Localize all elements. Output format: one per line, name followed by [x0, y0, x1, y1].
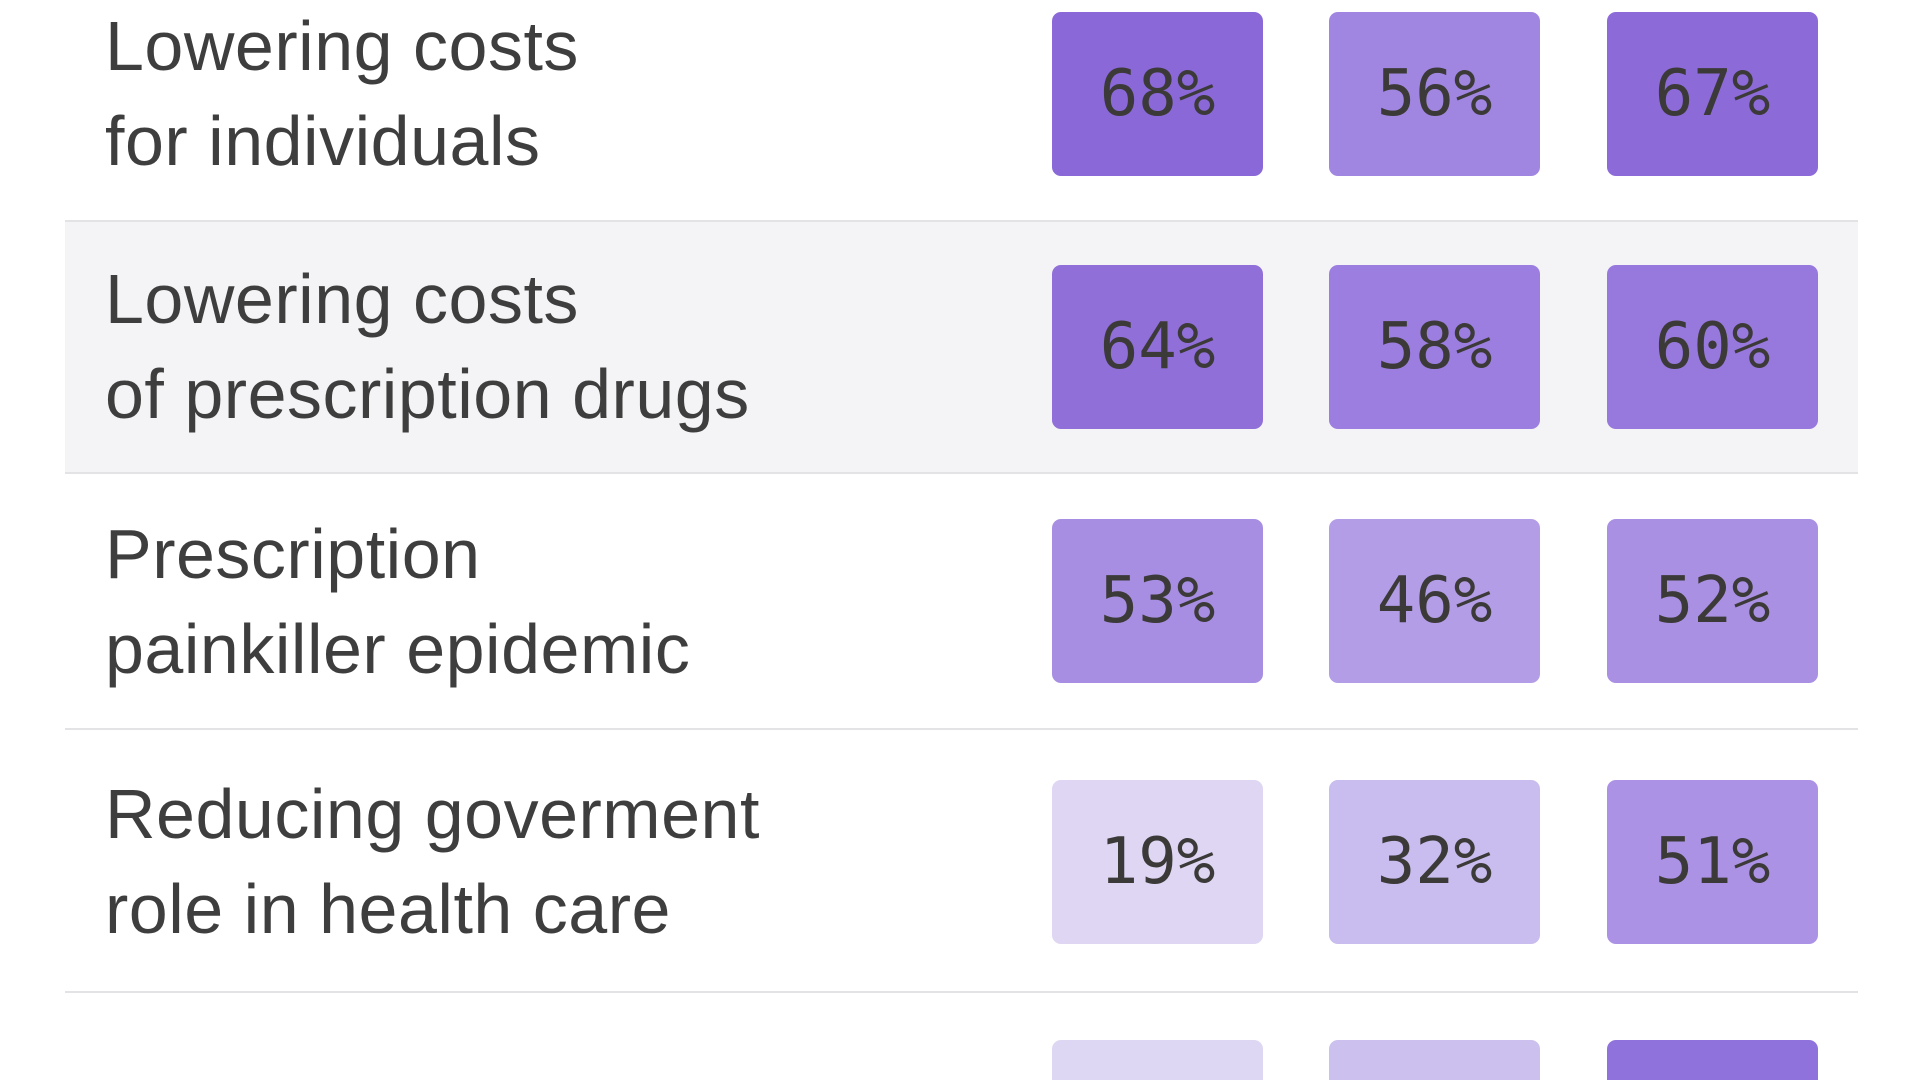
heatmap-cell: 52%	[1607, 519, 1818, 683]
heatmap-cell	[1607, 1040, 1818, 1080]
table-row-highlighted: Lowering costs of prescription drugs 64% …	[0, 220, 1920, 474]
heatmap-cell	[1329, 1040, 1540, 1080]
table-row: Prescription painkiller epidemic 53% 46% …	[0, 474, 1920, 730]
heatmap-cell: 64%	[1052, 265, 1263, 429]
row-label-line2: painkiller epidemic	[105, 610, 691, 688]
heatmap-cell: 67%	[1607, 12, 1818, 176]
row-label-line1: Lowering costs	[105, 260, 579, 338]
heatmap-cell: 51%	[1607, 780, 1818, 944]
heatmap-cell	[1052, 1040, 1263, 1080]
heatmap-cell: 56%	[1329, 12, 1540, 176]
row-label-line2: role in health care	[105, 869, 671, 948]
row-label: Prescription painkiller epidemic	[105, 507, 690, 697]
table-row: Lowering costs for individuals 68% 56% 67…	[0, 0, 1920, 220]
row-label: Lowering costs of prescription drugs	[105, 252, 750, 442]
row-label-line2: of prescription drugs	[105, 355, 750, 433]
table-row-partial	[0, 993, 1920, 1080]
row-separator-line	[65, 728, 1858, 730]
row-label-line1: Reducing goverment	[105, 774, 760, 853]
heatmap-cell: 60%	[1607, 265, 1818, 429]
heatmap-cell: 58%	[1329, 265, 1540, 429]
heatmap-cell: 68%	[1052, 12, 1263, 176]
heatmap-cell: 19%	[1052, 780, 1263, 944]
row-label: Reducing goverment role in health care	[105, 767, 760, 957]
heatmap-cell: 32%	[1329, 780, 1540, 944]
heatmap-cell: 46%	[1329, 519, 1540, 683]
row-highlight-band	[65, 220, 1858, 474]
row-label: Lowering costs for individuals	[105, 0, 579, 189]
row-separator-line	[65, 991, 1858, 993]
row-label-line1: Lowering costs	[105, 6, 579, 85]
table-row: Reducing goverment role in health care 19…	[0, 730, 1920, 993]
heatmap-cell: 53%	[1052, 519, 1263, 683]
row-label-line2: for individuals	[105, 101, 541, 180]
row-label-line1: Prescription	[105, 515, 481, 593]
